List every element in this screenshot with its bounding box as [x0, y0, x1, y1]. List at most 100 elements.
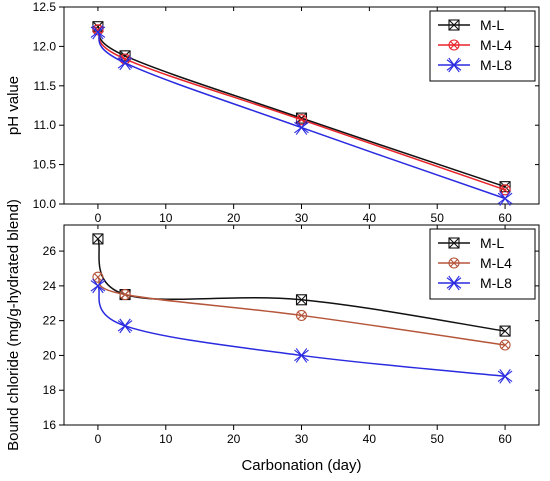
data-point: [90, 24, 106, 40]
legend-marker: [448, 39, 460, 51]
series-m-l4: [92, 271, 511, 351]
data-point: [92, 271, 104, 283]
marker-cross: [296, 112, 307, 124]
data-point: [119, 289, 131, 301]
marker-cross: [92, 278, 104, 294]
marker-cross: [297, 311, 306, 320]
marker-cross: [448, 275, 460, 291]
legend-marker: [448, 19, 460, 31]
marker-cross: [450, 259, 458, 267]
ph-chart: 0 10 20 30 40 50 60 10.0 10.5 11.0 11.5 12.0 12.5 pH …: [5, 0, 540, 225]
marker-cross: [448, 19, 460, 31]
y-tick-label: 12.5: [33, 0, 57, 14]
x-tick-label: 20: [227, 211, 241, 225]
legend-label: M-L8: [480, 275, 512, 291]
y-tick-label: 18: [43, 383, 57, 397]
legend-marker: [448, 237, 460, 249]
y-tick-label: 20: [43, 348, 57, 362]
legend-label: M-L: [480, 235, 504, 251]
y-axis-title: pH value: [5, 76, 22, 135]
marker-box: [448, 19, 460, 31]
marker-cross: [499, 181, 511, 193]
marker-cross: [92, 24, 104, 40]
data-point: [295, 114, 308, 126]
legend-label: M-L: [480, 17, 504, 33]
legend-label: M-L4: [480, 37, 512, 53]
y-tick-label: 11.5: [34, 79, 57, 93]
series-line: [97, 285, 506, 378]
x-tick-label: 0: [95, 432, 102, 446]
marker-cross: [121, 290, 130, 299]
x-tick-label: 40: [363, 432, 377, 446]
x-tick-label: 30: [295, 432, 309, 446]
x-tick-label: 50: [431, 432, 445, 446]
marker-cross: [450, 41, 458, 49]
data-point: [92, 233, 104, 245]
data-point: [499, 181, 511, 193]
marker-cross: [499, 325, 511, 337]
x-tick-label: 10: [159, 432, 173, 446]
data-point: [499, 325, 511, 337]
marker-cross: [501, 185, 510, 194]
marker-cross: [501, 341, 510, 349]
data-point: [117, 55, 133, 71]
y-axis-title: Bound chloride (mg/g-hydrated blend): [5, 199, 22, 451]
data-point: [117, 318, 133, 334]
marker-cross: [93, 273, 102, 282]
bound-chloride-chart: 0 10 20 30 40 50 60 16 18 20 22 24 26 Bound chloride …: [5, 199, 540, 451]
marker-box: [499, 181, 511, 193]
data-point: [497, 191, 513, 206]
x-tick-label: 50: [431, 211, 445, 225]
marker-circle: [499, 339, 511, 351]
marker-cross: [295, 120, 308, 135]
x-tick-label: 10: [159, 211, 173, 225]
marker-cross: [296, 294, 307, 306]
legend-item: M-L4: [438, 37, 512, 53]
y-tick-label: 22: [43, 314, 57, 328]
y-tick-label: 10.0: [33, 197, 57, 211]
marker-circle: [448, 257, 460, 269]
y-tick-label: 12.0: [33, 39, 57, 53]
legend-label: M-L8: [480, 57, 512, 73]
legend-item: M-L4: [438, 255, 512, 271]
y-tick-label: 11.0: [34, 118, 57, 132]
data-point: [295, 309, 308, 321]
marker-circle: [295, 309, 308, 321]
y-tick-label: 24: [43, 279, 57, 293]
legend-marker: [446, 57, 462, 73]
legend-item: M-L8: [438, 57, 512, 73]
data-point: [294, 348, 309, 363]
marker-box: [448, 237, 460, 249]
x-tick-label: 60: [498, 211, 512, 225]
x-tick-label: 30: [295, 211, 309, 225]
series-line: [97, 29, 506, 191]
series-m-l8: [90, 278, 513, 384]
data-point: [90, 278, 106, 294]
marker-circle: [92, 271, 104, 283]
legend-item: M-L8: [438, 275, 512, 291]
marker-cross: [499, 191, 511, 206]
legend: M-L M-L4 M-L8: [429, 10, 536, 82]
series-line: [97, 31, 506, 200]
marker-box: [499, 325, 511, 337]
marker-circle: [119, 289, 131, 301]
marker-box: [92, 233, 104, 245]
data-point: [497, 368, 513, 384]
x-axis-title: Carbonation (day): [241, 457, 361, 474]
marker-cross: [499, 368, 511, 384]
marker-circle: [92, 24, 104, 36]
y-tick-label: 16: [43, 418, 57, 432]
data-point: [294, 120, 309, 135]
marker-cross: [119, 318, 131, 334]
legend-marker: [448, 257, 460, 269]
legend-marker: [446, 275, 462, 291]
data-point: [499, 339, 511, 351]
marker-cross: [295, 348, 308, 363]
marker-circle: [295, 114, 308, 126]
x-tick-label: 20: [227, 432, 241, 446]
marker-box: [295, 294, 308, 306]
marker-cross: [448, 237, 460, 249]
legend-label: M-L4: [480, 255, 512, 271]
series-m-l8: [90, 24, 513, 206]
